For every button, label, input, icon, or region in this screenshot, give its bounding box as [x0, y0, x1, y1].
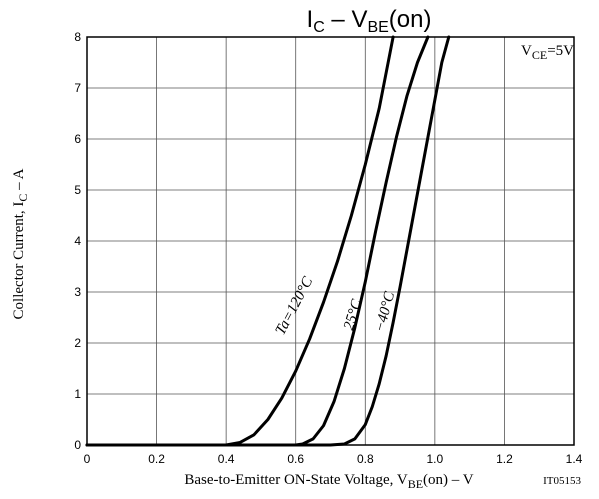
condition-label-prefix: V: [521, 43, 532, 59]
y-tick-label: 7: [74, 81, 81, 95]
plot-frame: [86, 36, 575, 446]
x-tick-label: 0.8: [357, 452, 374, 466]
figure-code: IT05153: [543, 475, 581, 487]
x-tick-label: 0: [84, 452, 91, 466]
x-tick-label: 1.2: [496, 452, 513, 466]
condition-label: VCE=5V: [521, 43, 574, 62]
chart-title-main: I: [307, 6, 314, 33]
chart-title-secondary-sub: BE: [367, 19, 388, 36]
series-line-0: [85, 35, 395, 447]
y-tick-label: 2: [74, 336, 81, 350]
y-tick-label: 0: [74, 438, 81, 452]
series-label-ta-120c: Ta=120°C: [273, 274, 317, 338]
y-tick-label: 6: [74, 132, 81, 146]
chart-title-main-sub: C: [313, 19, 325, 36]
x-tick-label: 0.4: [218, 452, 235, 466]
y-axis-label: Collector Current, IC – A: [11, 168, 30, 319]
chart-title-dash: –: [325, 6, 352, 33]
condition-label-sub: CE: [532, 48, 547, 62]
y-axis-label-suffix: – A: [11, 168, 27, 193]
y-axis-label-prefix: Collector Current, I: [11, 202, 27, 320]
series-line-2: [85, 35, 451, 447]
x-tick-label: 1.0: [427, 452, 444, 466]
series-line-1: [85, 35, 430, 447]
y-tick-label: 8: [74, 30, 81, 44]
chart-title: IC – VBE(on): [307, 6, 432, 36]
x-tick-label: 0.2: [148, 452, 165, 466]
x-axis-label-sub: BE: [408, 477, 423, 491]
y-tick-label: 4: [74, 234, 81, 248]
y-tick-label: 3: [74, 285, 81, 299]
chart-title-secondary: V: [351, 6, 367, 33]
y-axis-label-sub: C: [16, 194, 30, 202]
x-tick-label: 1.4: [566, 452, 583, 466]
y-tick-label: 1: [74, 387, 81, 401]
chart-title-suffix: (on): [389, 6, 432, 33]
axis-layer: 0 0.2 0.4 0.6 0.8 1.0 1.2 1.4 0 1 2 3 4 5 6 7 8: [74, 30, 582, 466]
x-tick-label: 0.6: [287, 452, 304, 466]
series-layer: [85, 35, 451, 447]
y-tick-label: 5: [74, 183, 81, 197]
x-axis-label-prefix: Base-to-Emitter ON-State Voltage, V: [184, 472, 407, 488]
x-axis-label-suffix: (on) – V: [423, 472, 474, 488]
condition-label-suffix: =5V: [547, 43, 574, 59]
x-axis-label: Base-to-Emitter ON-State Voltage, VBE(on…: [184, 472, 473, 491]
series-label-25c: 25°C: [341, 297, 366, 332]
grid-layer: [86, 36, 575, 446]
